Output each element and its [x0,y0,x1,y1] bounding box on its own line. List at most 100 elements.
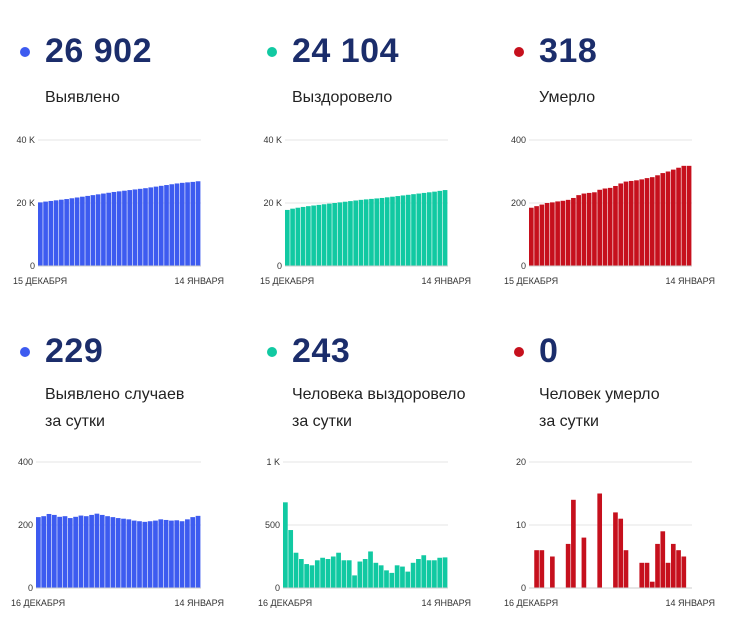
bar [122,190,127,266]
y-tick-label: 40 K [16,135,35,145]
bar [147,521,153,588]
bar [400,195,406,266]
bar [80,196,85,266]
bar [597,189,603,266]
x-label-start: 15 ДЕКАБРЯ [260,276,314,286]
x-label-end: 14 ЯНВАРЯ [665,276,715,286]
bar [127,190,133,266]
bar [41,516,47,588]
bar [581,537,587,588]
bar [686,165,692,266]
bar [353,200,359,266]
bar [89,514,94,588]
series-dot [20,347,30,357]
bar [83,516,89,588]
bar [555,201,560,266]
bar [342,201,348,266]
series-dot [514,47,524,57]
bar [327,203,332,266]
bar [148,187,154,266]
y-tick-label: 0 [521,583,526,593]
bar [57,516,63,588]
bar [332,203,337,266]
bar [74,197,80,266]
bar [426,560,432,588]
y-tick-label: 20 K [16,198,35,208]
bar [602,188,608,266]
bar [121,518,126,588]
x-label-start: 16 ДЕКАБРЯ [504,598,558,608]
bar [529,207,534,266]
bar [316,204,322,266]
bar [623,181,629,266]
bar [67,518,73,588]
stat-value: 0 [539,332,559,370]
y-tick-label: 500 [265,520,280,530]
stat-label: Выздоровело [292,84,392,111]
bar [321,204,327,266]
y-tick-label: 20 K [263,198,282,208]
bar [394,565,400,588]
bar [644,562,650,588]
stat-label: Выявлено [45,84,120,111]
bar [405,571,411,588]
bar [95,194,101,266]
y-tick-label: 200 [18,520,33,530]
x-label-end: 14 ЯНВАРЯ [174,598,224,608]
bar [298,559,304,588]
bar [325,559,331,588]
bar [565,543,571,588]
bar [304,564,310,588]
bar [437,557,443,588]
bar [670,543,676,588]
bar [38,202,43,266]
bar [348,201,353,266]
bar [618,518,624,588]
bar [534,206,539,266]
y-tick-label: 0 [275,583,280,593]
bar [131,520,137,588]
bar [618,183,624,266]
stat-label-line1: Выявлено [45,89,120,106]
x-label-end: 14 ЯНВАРЯ [421,276,471,286]
bar [320,557,325,588]
bar [410,562,416,588]
bar [416,559,421,588]
bar [586,192,592,266]
bar [64,199,69,266]
bar [311,205,316,266]
bar [539,204,545,266]
bar [426,192,432,266]
bar [190,517,196,588]
bar [378,565,384,588]
bar [649,581,655,588]
bar [116,191,122,266]
bar [106,192,112,266]
y-tick-label: 1 K [266,457,280,467]
bar [649,177,655,266]
bar [341,560,347,588]
bar [432,191,437,266]
x-label-end: 14 ЯНВАРЯ [174,276,224,286]
bar [300,206,306,266]
bar [544,203,550,266]
bar [550,202,555,266]
stat-label-line2: за сутки [45,413,105,430]
bar [442,190,448,266]
bar [185,182,190,266]
bar [550,556,555,588]
bar [336,552,341,588]
bar [69,198,75,266]
bar [174,183,180,266]
bar [395,196,401,266]
x-label-end: 14 ЯНВАРЯ [665,598,715,608]
bar [681,165,687,266]
stat-label-line1: Человек умерло [539,386,660,403]
bar [560,200,566,266]
bar [195,181,201,266]
stat-panel-detected-total: 26 902 Выявлено [15,30,245,330]
x-label-start: 15 ДЕКАБРЯ [13,276,67,286]
stat-panel-detected-daily: 229 Выявлено случаев за сутки [15,330,245,630]
bar [293,552,299,588]
